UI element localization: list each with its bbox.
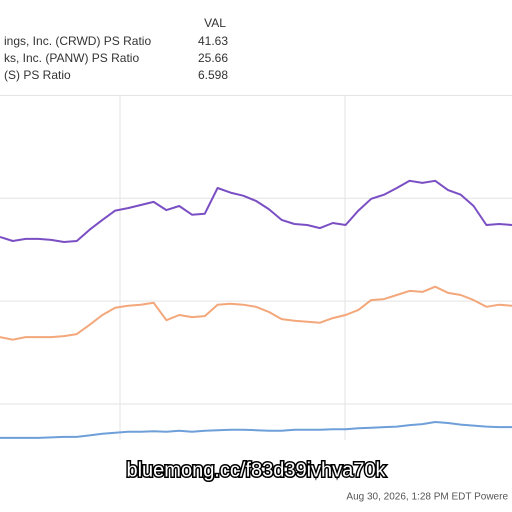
legend-label: ks, Inc. (PANW) PS Ratio [4,51,139,65]
watermark: bluemong.cc/f83d39ivhva70k [126,459,386,481]
legend-header: VAL [204,16,226,30]
footer: Aug 30, 2026, 1:28 PM EDT Powere [346,492,508,503]
legend-value: 6.598 [198,68,228,82]
series-line [0,285,512,341]
legend-value: 25.66 [198,51,228,65]
series-line [0,421,512,439]
series-line [0,179,512,243]
legend-label: (S) PS Ratio [4,68,71,82]
legend-value: 41.63 [198,34,228,48]
legend-label: ings, Inc. (CRWD) PS Ratio [4,34,151,48]
